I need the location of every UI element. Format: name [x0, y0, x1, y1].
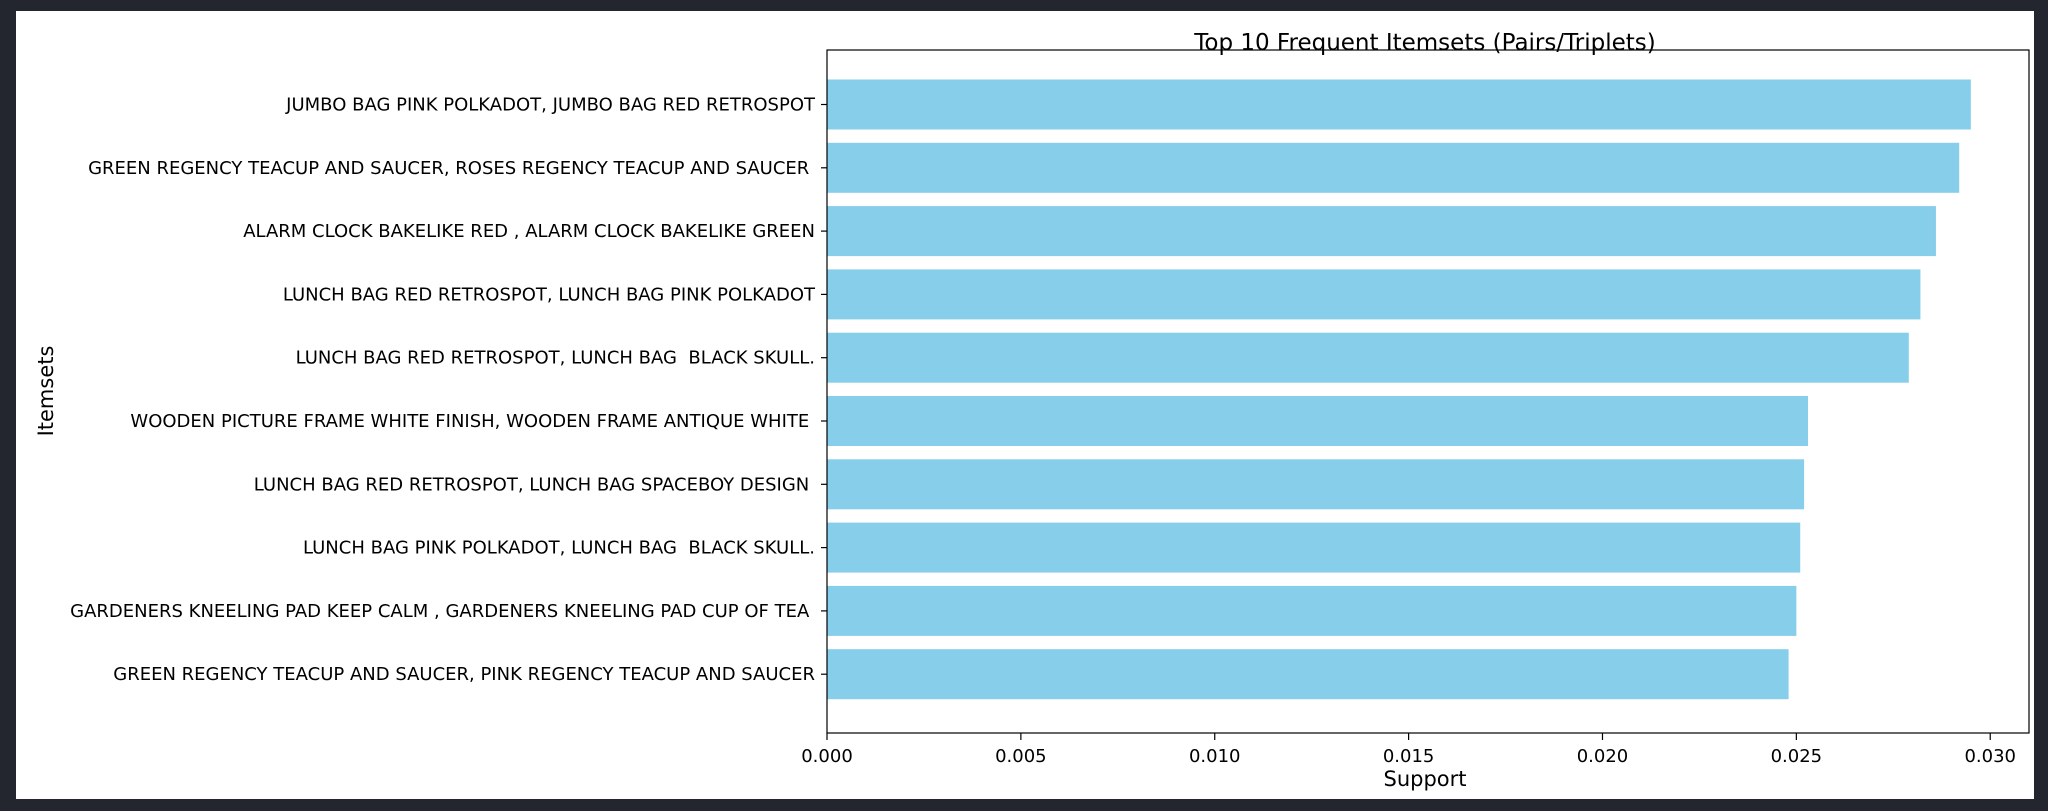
bar: [827, 585, 1797, 636]
y-tick-label: ALARM CLOCK BAKELIKE RED , ALARM CLOCK B…: [243, 221, 815, 242]
x-tick-label: 0.020: [1577, 746, 1629, 767]
bar: [827, 206, 1936, 257]
bar: [827, 649, 1789, 700]
category-labels-group: JUMBO BAG PINK POLKADOT, JUMBO BAG RED R…: [70, 95, 827, 685]
bar: [827, 79, 1971, 130]
y-axis-label: Itemsets: [34, 346, 58, 437]
bar-chart: Top 10 Frequent Itemsets (Pairs/Triplets…: [34, 30, 2030, 791]
y-tick-label: LUNCH BAG RED RETROSPOT, LUNCH BAG SPACE…: [254, 474, 815, 495]
x-tick-label: 0.030: [1964, 746, 2016, 767]
y-tick-label: GREEN REGENCY TEACUP AND SAUCER, PINK RE…: [113, 664, 815, 685]
y-tick-label: JUMBO BAG PINK POLKADOT, JUMBO BAG RED R…: [285, 95, 816, 116]
chart-title: Top 10 Frequent Itemsets (Pairs/Triplets…: [1193, 30, 1656, 56]
bar: [827, 522, 1801, 573]
y-tick-label: GREEN REGENCY TEACUP AND SAUCER, ROSES R…: [88, 158, 815, 179]
x-tick-label: 0.005: [995, 746, 1047, 767]
x-tick-label: 0.025: [1771, 746, 1823, 767]
bar: [827, 142, 1960, 193]
y-tick-label: LUNCH BAG PINK POLKADOT, LUNCH BAG BLACK…: [303, 538, 815, 559]
plot-frame: [826, 49, 2030, 734]
x-ticks-group: 0.000 0.005 0.010 0.015 0.020 0.025 0.030: [801, 733, 2016, 767]
bar: [827, 332, 1909, 383]
x-tick-label: 0.000: [801, 746, 853, 767]
x-axis-label: Support: [1383, 767, 1466, 791]
y-tick-label: GARDENERS KNEELING PAD KEEP CALM , GARDE…: [70, 601, 815, 622]
bar: [827, 269, 1921, 320]
y-tick-label: LUNCH BAG RED RETROSPOT, LUNCH BAG BLACK…: [296, 348, 815, 369]
chart-figure: Top 10 Frequent Itemsets (Pairs/Triplets…: [16, 11, 2034, 799]
y-tick-label: WOODEN PICTURE FRAME WHITE FINISH, WOODE…: [130, 411, 815, 432]
x-tick-label: 0.010: [1189, 746, 1241, 767]
bars-group: [827, 79, 1971, 700]
bar: [827, 459, 1805, 510]
x-tick-label: 0.015: [1383, 746, 1435, 767]
y-tick-label: LUNCH BAG RED RETROSPOT, LUNCH BAG PINK …: [283, 284, 816, 305]
bar: [827, 396, 1808, 446]
